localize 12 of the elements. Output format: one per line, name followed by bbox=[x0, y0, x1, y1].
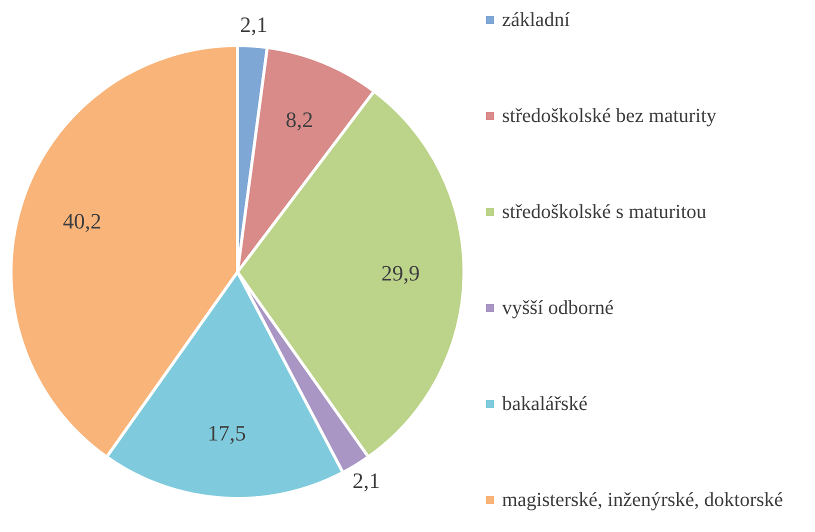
data-label: 2,1 bbox=[352, 468, 380, 493]
legend-label: středoškolské bez maturity bbox=[502, 104, 716, 128]
data-label: 2,1 bbox=[240, 12, 268, 37]
data-label: 29,9 bbox=[381, 260, 420, 286]
legend-label: magisterské, inženýrské, doktorské bbox=[502, 488, 784, 512]
data-label: 8,2 bbox=[286, 106, 314, 132]
data-label: 17,5 bbox=[208, 420, 246, 446]
data-label: 40,2 bbox=[62, 208, 102, 234]
legend-label: vyšší odborné bbox=[502, 296, 614, 320]
legend-label: středoškolské s maturitou bbox=[502, 200, 706, 224]
legend-label: základní bbox=[502, 8, 570, 32]
legend-label: bakalářské bbox=[502, 392, 588, 416]
